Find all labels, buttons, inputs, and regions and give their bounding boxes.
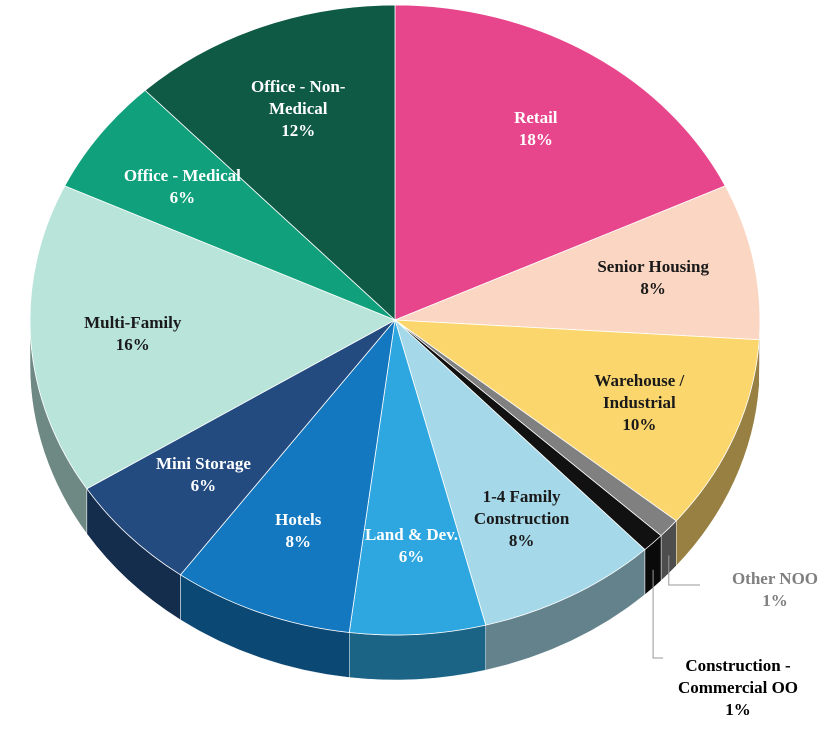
slice <box>394 185 761 341</box>
value-label: 10% <box>622 415 657 435</box>
leader-line <box>668 555 700 586</box>
value-label: 6% <box>169 187 196 207</box>
category-label: Multi-Family <box>84 313 182 333</box>
slice-label: 1-4 Family Construction 8% <box>457 486 587 552</box>
slice-label: Construction - Commercial OO 1% <box>658 655 818 721</box>
slice-label: Senior Housing 8% <box>588 256 718 300</box>
slice <box>144 4 396 321</box>
category-label: Office - Medical <box>123 165 241 185</box>
slice-label: Retail 18% <box>471 107 601 151</box>
value-label: 6% <box>398 547 425 567</box>
slice-label: Warehouse / Industrial 10% <box>574 370 704 436</box>
value-label: 1% <box>762 591 788 610</box>
category-label: Senior Housing <box>597 256 709 276</box>
value-label: 1% <box>725 700 751 719</box>
category-label: Warehouse / Industrial <box>594 371 685 413</box>
slice-label: Land & Dev. 6% <box>347 524 477 568</box>
category-label: Other NOO <box>731 569 819 588</box>
value-label: 8% <box>508 530 535 550</box>
category-label: Retail <box>514 107 558 127</box>
slice <box>86 319 396 576</box>
slice <box>29 185 396 490</box>
category-label: Hotels <box>275 509 322 529</box>
value-label: 8% <box>285 531 312 551</box>
value-label: 18% <box>518 129 553 149</box>
slice <box>393 319 760 522</box>
slice <box>64 89 396 321</box>
slice <box>179 318 396 633</box>
slice <box>394 4 726 321</box>
slice <box>394 318 646 626</box>
category-label: Land & Dev. <box>364 525 459 545</box>
slice-label: Other NOO 1% <box>695 568 819 612</box>
slice <box>348 319 487 636</box>
slice-label: Office - Medical 6% <box>117 165 247 209</box>
value-label: 6% <box>190 476 217 496</box>
category-label: Construction - Commercial OO <box>677 656 799 697</box>
slice-label: Multi-Family 16% <box>68 312 198 356</box>
slice-label: Mini Storage 6% <box>138 453 268 497</box>
leader-line <box>652 569 663 659</box>
slice-label: Office - Non-Medical 12% <box>233 76 363 142</box>
value-label: 16% <box>115 335 150 355</box>
slice-label: Hotels 8% <box>233 509 363 553</box>
value-label: 12% <box>281 121 316 141</box>
value-label: 8% <box>640 278 666 298</box>
category-label: Mini Storage <box>155 454 251 474</box>
category-label: 1-4 Family Construction <box>473 486 570 528</box>
category-label: Office - Non-Medical <box>251 77 346 119</box>
